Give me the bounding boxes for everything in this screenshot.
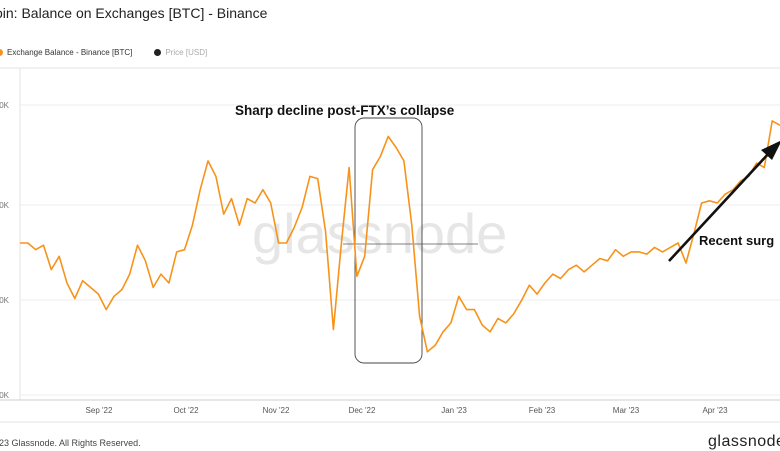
x-tick-labels: Sep '22 Oct '22 Nov '22 Dec '22 Jan '23 Feb '… <box>86 406 729 415</box>
legend-dot-orange-icon <box>0 49 3 56</box>
y-tick-label: 0K <box>0 391 10 400</box>
x-tick-label: Mar '23 <box>613 406 640 415</box>
y-tick-label: 0K <box>0 201 10 210</box>
x-tick-label: Sep '22 <box>86 406 113 415</box>
y-tick-labels: 0K 0K 0K 0K <box>0 101 10 400</box>
watermark-text: glassnode <box>252 202 507 265</box>
y-tick-label: 0K <box>0 101 10 110</box>
x-tick-label: Apr '23 <box>702 406 728 415</box>
x-tick-label: Feb '23 <box>529 406 556 415</box>
legend-label-price: Price [USD] <box>165 48 208 57</box>
legend: Exchange Balance - Binance [BTC] Price [… <box>0 48 229 57</box>
copyright-text: 023 Glassnode. All Rights Reserved. <box>0 438 141 448</box>
x-tick-label: Jan '23 <box>441 406 467 415</box>
legend-item-price[interactable]: Price [USD] <box>154 48 207 57</box>
legend-dot-black-icon <box>154 49 162 56</box>
legend-label-exchange-balance: Exchange Balance - Binance [BTC] <box>7 48 133 57</box>
surge-arrow-shaft <box>668 151 771 262</box>
gridlines <box>20 104 780 396</box>
chart-title: coin: Balance on Exchanges [BTC] - Binan… <box>0 5 268 21</box>
surge-annotation: Recent surg <box>699 233 775 248</box>
exchange-balance-line <box>20 120 780 353</box>
x-tick-label: Nov '22 <box>263 406 290 415</box>
decline-annotation: Sharp decline post-FTX’s collapse <box>235 103 455 118</box>
glassnode-logo[interactable]: glassnode <box>708 433 780 450</box>
legend-item-exchange-balance[interactable]: Exchange Balance - Binance [BTC] <box>0 48 132 57</box>
x-tick-label: Dec '22 <box>349 406 376 415</box>
surge-arrow-head-icon <box>761 140 780 160</box>
x-tick-label: Oct '22 <box>173 406 199 415</box>
y-tick-label: 0K <box>0 296 10 305</box>
